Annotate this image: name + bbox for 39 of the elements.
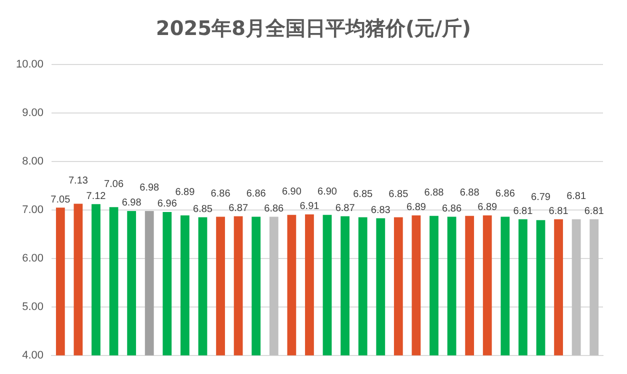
data-label: 6.86 [246, 188, 266, 200]
data-label: 6.87 [335, 203, 356, 214]
data-label: 6.98 [122, 198, 142, 209]
data-label: 6.86 [442, 204, 462, 215]
y-tick-label: 4.00 [22, 349, 44, 362]
y-tick-label: 5.00 [22, 300, 44, 313]
data-label: 6.90 [318, 186, 338, 198]
data-label: 7.12 [86, 190, 106, 202]
y-tick-label: 10.00 [16, 58, 44, 71]
data-label: 6.87 [228, 203, 248, 214]
data-label: 6.89 [406, 202, 426, 214]
data-label: 6.86 [495, 188, 516, 200]
data-label: 6.85 [388, 189, 409, 200]
data-label: 7.05 [50, 194, 71, 206]
data-label: 6.81 [548, 206, 569, 217]
data-label: 6.88 [424, 188, 444, 199]
data-label: 6.81 [566, 190, 586, 202]
chart-title: 2025年8月全国日平均猪价(元/斤) [154, 15, 472, 42]
data-label: 6.89 [478, 202, 498, 214]
y-tick-label: 6.00 [22, 252, 44, 264]
data-label: 6.91 [300, 201, 320, 212]
y-tick-label: 9.00 [22, 107, 44, 120]
data-label: 6.88 [460, 188, 480, 199]
data-label: 7.06 [104, 178, 124, 190]
data-label: 6.90 [282, 186, 302, 198]
y-tick-label: 8.00 [22, 156, 44, 168]
data-label: 6.86 [210, 188, 231, 200]
data-label: 6.83 [370, 204, 391, 216]
data-label: 6.85 [193, 204, 213, 216]
y-tick-label: 7.00 [22, 204, 44, 216]
data-label: 6.79 [531, 192, 551, 203]
data-label: 6.81 [513, 206, 534, 217]
data-label: 6.81 [584, 206, 604, 217]
data-label: 7.13 [68, 175, 88, 186]
data-label: 6.98 [140, 182, 160, 194]
data-label: 6.85 [353, 189, 374, 200]
data-label: 6.89 [175, 187, 196, 198]
data-label: 6.86 [264, 204, 284, 215]
data-label: 6.96 [157, 198, 178, 210]
